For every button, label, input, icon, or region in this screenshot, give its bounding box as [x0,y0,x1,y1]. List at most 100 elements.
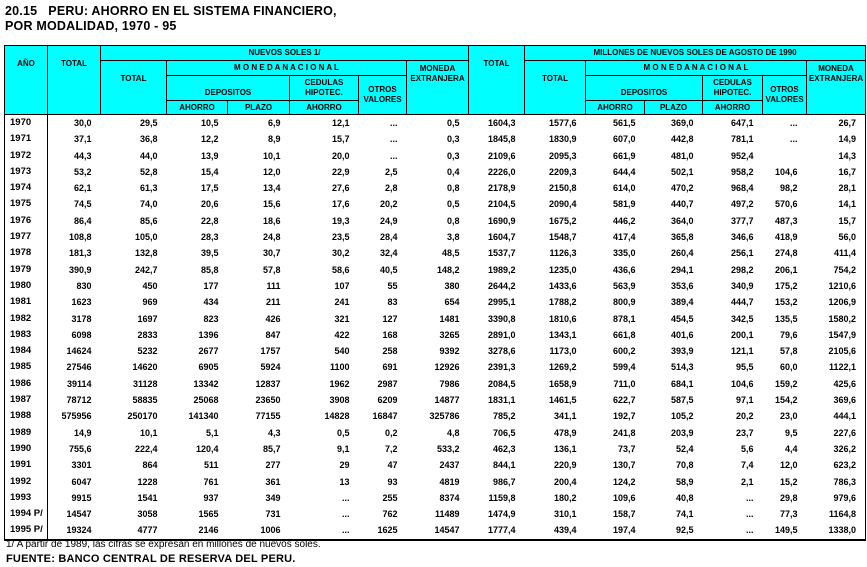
value-cell: 4,8 [446,427,460,438]
value-cell: 1481 [439,313,460,324]
value-cell: 37,1 [73,134,92,145]
value-cell: 563,9 [612,280,636,291]
table-row: 1991 3301 864 511 277 29 47 2437 844,1 220,9 130,7… [4,457,866,474]
value-cell: 623,2 [833,460,857,471]
table-row: 1972 44,3 44,0 13,9 10,1 20,0... 0,3 2109,6 2095… [4,147,866,164]
value-cell: 105,2 [670,411,694,422]
value-cell: 5924 [260,362,281,373]
value-cell: 19,3 [331,215,350,226]
year-cell: 1984 [4,343,48,360]
value-cell: ... [745,492,754,503]
value-cell: 2226,0 [487,166,516,177]
value-cell: 192,7 [612,411,636,422]
value-cell: 1547,9 [828,329,857,340]
value-cell: 298,2 [730,264,754,275]
value-cell: 31128 [132,378,158,389]
moneda-ext-line1: MONEDA [419,64,456,73]
header-total-2: TOTAL [468,45,525,115]
value-cell: 2178,9 [487,183,516,194]
value-cell: 14620 [132,362,158,373]
value-cell: 14,9 [838,134,857,145]
year-cell: 1989 [4,424,48,441]
value-cell: 61,3 [139,183,158,194]
value-cell: 0,2 [384,427,398,438]
cedulas-line1: CEDULAS [304,78,344,87]
value-cell: 28,3 [200,232,219,243]
year-cell: 1991 [4,457,48,474]
value-cell: 478,9 [553,427,577,438]
value-cell: ... [789,118,798,128]
value-cell: 53,2 [73,166,92,177]
value-cell: ... [789,134,798,145]
table-row: 1992 6047 1228 761 361 13 93 4819 986,7 200,4 124,… [4,473,866,490]
value-cell: ... [389,134,398,145]
value-cell: 159,2 [774,378,798,389]
value-cell: 12,0 [779,460,798,471]
value-cell: 15,6 [262,199,281,210]
value-cell: 511 [203,460,219,471]
value-cell: 181,3 [68,248,92,259]
value-cell: 30,7 [262,248,281,259]
value-cell: 3178 [71,313,92,324]
value-cell: 277 [265,460,281,471]
year-cell: 1995 P/ [4,522,48,540]
year-cell: 1985 [4,359,48,376]
value-cell: 1343,1 [548,329,577,340]
value-cell: 6047 [71,476,92,487]
value-cell: 0,4 [446,166,460,177]
value-cell: 24,9 [379,215,398,226]
moneda-ext-line2: EXTRANJERA [808,74,864,83]
value-cell: 13 [339,476,350,487]
value-cell: 2995,1 [487,297,516,308]
value-cell: 1548,7 [548,232,577,243]
year-cell: 1983 [4,326,48,344]
value-cell: 242,7 [134,264,158,275]
value-cell: 434 [203,297,219,308]
table-row: 1973 53,2 52,8 15,4 12,0 22,9 2,5 0,4 2226,0 2209… [4,163,866,181]
value-cell: 4777 [137,525,158,536]
table-header: AÑO TOTAL NUEVOS SOLES 1/ TOTAL MILLONES… [4,45,867,115]
value-cell: 97,1 [735,395,754,406]
value-cell: 540 [334,346,350,357]
value-cell: 781,1 [730,134,754,145]
value-cell: 599,4 [612,362,636,373]
value-cell: 7,2 [384,443,398,454]
value-cell: 444,7 [730,297,754,308]
header-ns-moneda-extranjera: MONEDA EXTRANJERA [406,60,469,115]
value-cell: 44,3 [73,150,92,161]
header-ns-cedulas: CEDULAS HIPOTEC. [289,75,359,101]
value-cell: 258 [382,346,398,357]
header-mill-moneda-extranjera: MONEDA EXTRANJERA [805,60,867,115]
value-cell: 14,3 [838,150,857,161]
value-cell: 26,7 [838,118,857,128]
header-ns-plazo: PLAZO [227,100,290,115]
table-row: 1980 830 450 177 111 107 55 380 2644,2 1433,6 563,… [4,277,866,295]
table-row: 1986 39114 31128 13342 12837 1962 2987 7986 2084… [4,375,866,393]
value-cell: 0,3 [446,150,460,161]
value-cell: 77155 [255,411,281,422]
value-cell: 25068 [193,395,219,406]
year-cell: 1972 [4,147,48,164]
value-cell: 600,2 [612,346,636,357]
value-cell: 8374 [439,492,460,503]
value-cell: 2891,0 [487,329,516,340]
value-cell: 533,2 [436,443,460,454]
value-cell: 132,8 [134,248,158,259]
title-line1: 20.15 PERU: AHORRO EN EL SISTEMA FINANCI… [5,4,337,18]
value-cell: 9,5 [784,427,798,438]
value-cell: 40,8 [675,492,694,503]
year-cell: 1980 [4,277,48,295]
year-cell: 1973 [4,163,48,181]
value-cell: 1989,2 [487,264,516,275]
value-cell: 411,4 [834,248,857,259]
value-cell: 36,8 [139,134,158,145]
value-cell: 241 [334,297,350,308]
value-cell: 575956 [61,411,92,422]
value-cell: ... [341,509,350,520]
value-cell: 1810,6 [548,313,577,324]
value-cell: 20,0 [331,150,350,161]
value-cell: 15,4 [200,166,219,177]
value-cell: 581,9 [612,199,636,210]
table-row: 1995 P/19324 4777 2146 1006... 1625 14547 1777… [4,522,866,540]
value-cell: 227,6 [833,427,857,438]
